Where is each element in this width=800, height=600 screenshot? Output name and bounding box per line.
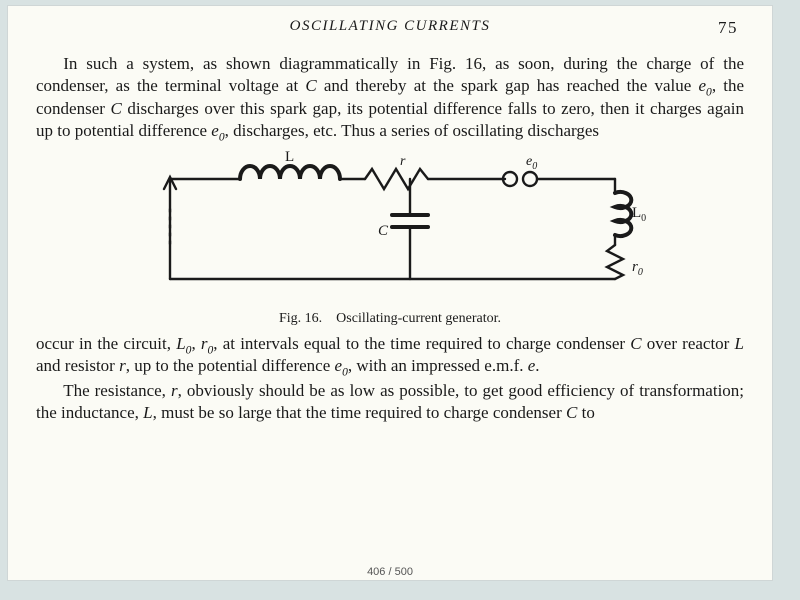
sym: L [176,334,185,353]
text: and resistor [36,356,119,375]
caption-prefix: Fig. 16. [279,311,322,326]
text: , up to the potential difference [126,356,335,375]
label-L0: L0 [632,205,646,224]
text: to [577,403,594,422]
symbol-L: L [735,334,744,353]
text: , at intervals equal to the time require… [213,334,630,353]
text: , [191,334,200,353]
symbol-C: C [630,334,641,353]
sym: e [211,121,219,140]
label-L: L [285,149,294,165]
caption-text: Oscillating-current generator. [336,311,501,326]
symbol-r: r [119,356,126,375]
text: . [535,356,539,375]
figure-16: L r C e0 L0 r0 Fig. 16. Oscillating-curr… [110,149,670,327]
sym: r [201,334,208,353]
running-head: OSCILLATING CURRENTS 75 [36,18,744,35]
label-e0: e0 [526,154,537,172]
text: occur in the circuit, [36,334,176,353]
text: The resistance, [63,381,171,400]
label-r: r [400,154,406,169]
paragraph-1: In such a system, as shown diagrammatica… [36,53,744,143]
symbol-C: C [110,99,121,118]
text: and thereby at the spark gap has reached… [317,76,699,95]
label-r0: r0 [632,259,643,278]
sym: e [335,356,343,375]
symbol-r0: r0 [201,334,213,353]
text: , with an impressed e.m.f. [348,356,528,375]
page-number: 75 [718,18,738,38]
text: , must be so large that the time require… [153,403,566,422]
symbol-L: L [143,403,152,422]
symbol-e0: e0 [211,121,224,140]
sym: e [698,76,706,95]
symbol-C: C [305,76,316,95]
paragraph-3: The resistance, r, obviously should be a… [36,380,744,425]
symbol-r: r [171,381,178,400]
symbol-C: C [566,403,577,422]
page-counter: 406 / 500 [367,566,413,578]
text: over reactor [642,334,735,353]
symbol-e0: e0 [698,76,711,95]
label-C: C [378,223,389,239]
running-head-title: OSCILLATING CURRENTS [290,18,491,35]
symbol-e0: e0 [335,356,348,375]
symbol-L0: L0 [176,334,191,353]
page: OSCILLATING CURRENTS 75 In such a system… [8,6,772,580]
paragraph-2: occur in the circuit, L0, r0, at interva… [36,333,744,378]
text: , discharges, etc. Thus a series of osci… [225,121,599,140]
circuit-diagram: L r C e0 L0 r0 [110,149,670,309]
figure-caption: Fig. 16. Oscillating-current generator. [110,311,670,327]
